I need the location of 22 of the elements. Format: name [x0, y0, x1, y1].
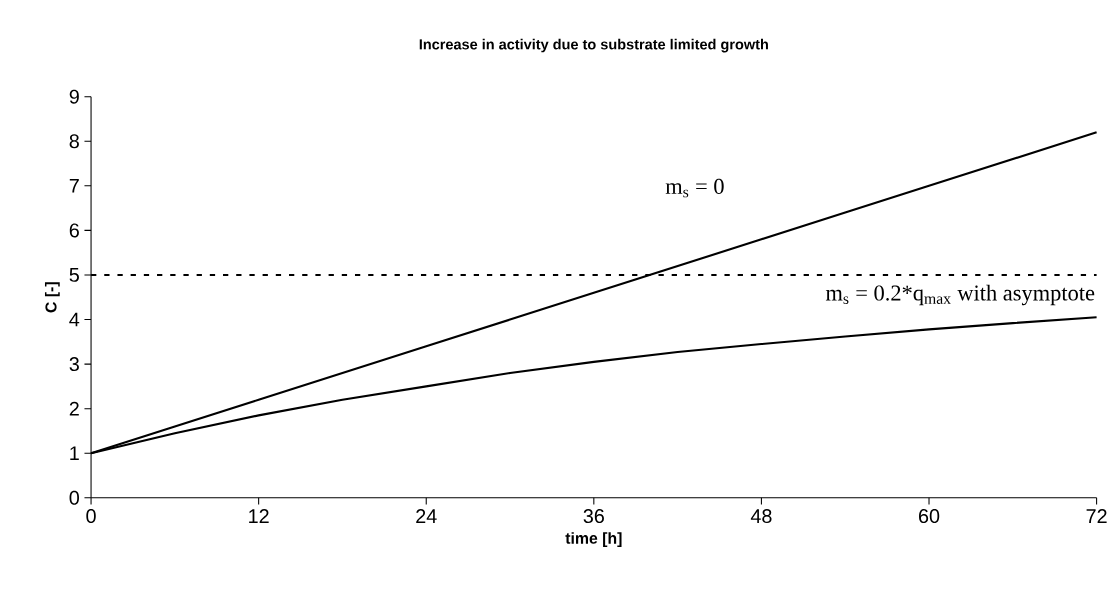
y-tick-label: 7 — [69, 179, 79, 193]
y-tick-label: 0 — [69, 490, 80, 505]
chart-title: Increase in activity due to substrate limited growth — [419, 38, 768, 53]
x-tick-label: 12 — [249, 509, 269, 523]
y-tick-label: 2 — [69, 401, 79, 416]
x-tick-label: 0 — [86, 509, 96, 524]
x-tick-label: 60 — [919, 509, 940, 524]
x-tick-label: 24 — [416, 509, 437, 523]
y-tick-label: 8 — [69, 134, 79, 149]
y-axis-title: C [-] — [44, 282, 60, 313]
y-tick-label: 5 — [69, 268, 79, 282]
y-tick-label: 4 — [69, 312, 80, 327]
y-tick-label: 6 — [69, 223, 79, 238]
x-axis-title: time [h] — [565, 532, 622, 547]
x-tick-label: 36 — [583, 509, 604, 524]
y-tick-label: 9 — [69, 89, 79, 104]
text: m$_{s}$ = 0 — [665, 178, 724, 198]
y-tick-label: 3 — [69, 357, 79, 372]
y-tick-label: 1 — [70, 446, 79, 461]
series-label: m$_{s}$ = 0.2*q$_{max}$ with asymptote — [825, 284, 1095, 306]
x-tick-label: 72 — [1086, 509, 1107, 523]
x-tick-label: 48 — [750, 509, 772, 524]
